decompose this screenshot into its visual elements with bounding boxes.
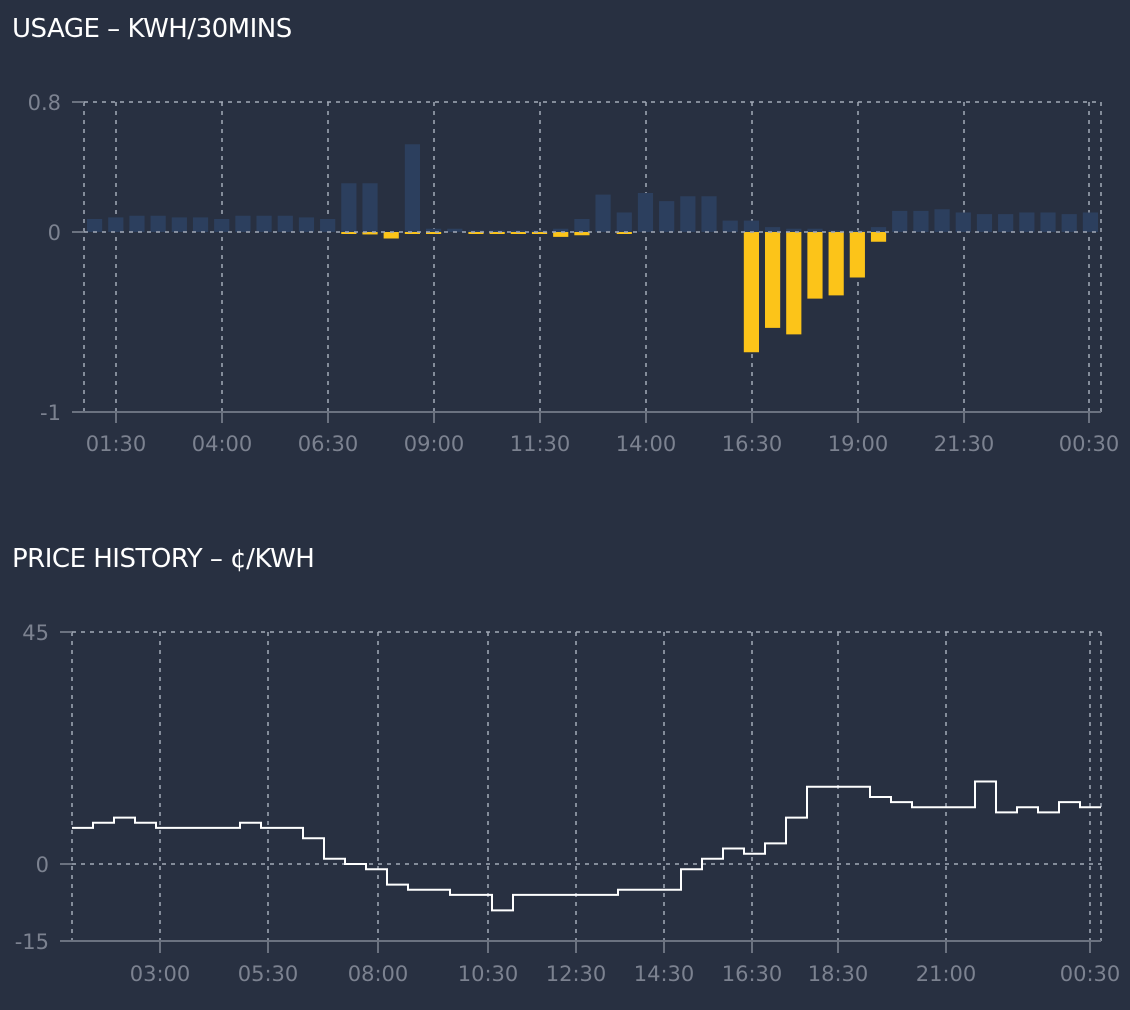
price-chart-title: PRICE HISTORY – ¢/KWH: [12, 544, 315, 574]
usage-chart: 0.8 0 -1 01:30 04:00 06:30 09:00 11:30 14:00 16:3…: [28, 91, 1120, 456]
usage-x-tick-label: 04:00: [192, 432, 253, 456]
usage-chart-title: USAGE – KWH/30MINS: [12, 14, 292, 44]
price-y-tick-label: -15: [15, 930, 49, 954]
usage-export-bar: [426, 232, 442, 234]
usage-import-bar: [892, 210, 908, 232]
usage-import-bar: [553, 228, 569, 232]
usage-x-tick-label: 11:30: [510, 432, 571, 456]
usage-y-tick-label: 0: [48, 221, 61, 245]
usage-import-bar: [807, 228, 823, 232]
usage-import-bar: [722, 220, 738, 232]
usage-export-bar: [786, 232, 802, 335]
usage-import-bar: [955, 212, 971, 232]
usage-import-bar: [765, 227, 781, 232]
price-x-tick-label: 05:30: [238, 962, 299, 986]
usage-x-tick-label: 21:30: [934, 432, 995, 456]
price-x-tick-label: 10:30: [458, 962, 519, 986]
usage-import-bar: [298, 217, 315, 232]
usage-import-bar: [680, 196, 696, 232]
usage-export-bar: [807, 232, 823, 299]
usage-import-bar: [531, 230, 548, 232]
usage-import-bar: [743, 220, 759, 232]
price-x-tick-label: 12:30: [546, 962, 607, 986]
usage-import-bar: [637, 193, 654, 232]
usage-export-bar: [616, 232, 632, 234]
usage-import-bar: [976, 214, 993, 232]
usage-export-bar: [849, 232, 865, 278]
usage-import-bar: [701, 196, 717, 232]
usage-import-bar: [1040, 212, 1056, 232]
price-x-tick-label: 21:00: [916, 962, 977, 986]
usage-import-bar: [404, 144, 420, 232]
usage-import-bar: [426, 228, 442, 232]
usage-import-bar: [616, 212, 632, 232]
usage-import-bar: [934, 209, 950, 232]
usage-export-bar: [531, 232, 548, 234]
price-x-tick-label: 00:30: [1060, 962, 1121, 986]
usage-import-bar: [87, 219, 103, 232]
price-x-tick-label: 14:30: [634, 962, 695, 986]
usage-export-bar: [870, 232, 887, 242]
usage-import-bar: [171, 217, 187, 232]
usage-x-tick-label: 01:30: [86, 432, 147, 456]
usage-import-bar: [913, 210, 929, 232]
price-x-tick-label: 08:00: [348, 962, 409, 986]
price-x-tick-label: 03:00: [130, 962, 191, 986]
usage-import-bar: [320, 219, 336, 232]
usage-export-bar: [574, 232, 590, 236]
usage-import-bar: [574, 219, 590, 232]
usage-import-bar: [1082, 212, 1098, 232]
usage-import-bar: [510, 230, 526, 232]
usage-import-bar: [192, 217, 209, 232]
usage-export-bar: [743, 232, 759, 353]
usage-import-bar: [828, 230, 844, 232]
usage-x-tick-label: 09:00: [404, 432, 465, 456]
usage-x-tick-label: 00:30: [1059, 432, 1120, 456]
usage-import-bar: [214, 219, 230, 232]
price-x-tick-label: 18:30: [808, 962, 869, 986]
usage-export-bar: [765, 232, 781, 328]
price-x-tick-label: 16:30: [722, 962, 783, 986]
usage-x-tick-label: 16:30: [722, 432, 783, 456]
usage-import-bar: [1019, 212, 1035, 232]
usage-y-tick-label: 0.8: [28, 91, 61, 115]
usage-export-bar: [341, 232, 357, 234]
usage-import-bar: [849, 230, 865, 232]
usage-export-bar: [553, 232, 569, 237]
usage-x-tick-label: 14:00: [616, 432, 677, 456]
usage-x-tick-label: 06:30: [298, 432, 359, 456]
usage-import-bar: [595, 194, 611, 232]
price-y-tick-label: 45: [22, 621, 49, 645]
usage-import-bar: [150, 215, 166, 232]
usage-import-bar: [256, 215, 272, 232]
usage-import-bar: [786, 228, 802, 232]
usage-import-bar: [341, 183, 357, 232]
usage-x-tick-label: 19:00: [828, 432, 889, 456]
usage-export-bar: [489, 232, 505, 234]
usage-import-bar: [468, 230, 484, 232]
usage-import-bar: [447, 228, 463, 232]
usage-export-bar: [828, 232, 844, 296]
usage-import-bar: [235, 215, 251, 232]
usage-export-bar: [362, 232, 378, 235]
price-step-line: [72, 780, 1101, 912]
usage-import-bar: [998, 214, 1014, 232]
usage-export-bar: [404, 232, 420, 234]
usage-y-tick-label: -1: [40, 401, 61, 425]
usage-import-bar: [870, 227, 887, 232]
usage-export-bar: [383, 232, 399, 239]
price-y-tick-label: 0: [36, 853, 49, 877]
usage-export-bar: [468, 232, 484, 234]
usage-export-bar: [510, 232, 526, 234]
usage-import-bar: [108, 217, 124, 232]
usage-import-bar: [362, 183, 378, 232]
usage-import-bar: [129, 215, 145, 232]
usage-import-bar: [659, 201, 675, 232]
usage-import-bar: [1061, 214, 1077, 232]
usage-import-bar: [277, 215, 293, 232]
usage-import-bar: [489, 230, 505, 232]
